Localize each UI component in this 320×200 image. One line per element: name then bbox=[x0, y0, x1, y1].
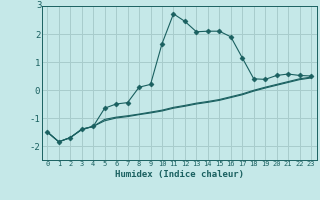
Text: 3: 3 bbox=[36, 1, 42, 10]
X-axis label: Humidex (Indice chaleur): Humidex (Indice chaleur) bbox=[115, 170, 244, 179]
